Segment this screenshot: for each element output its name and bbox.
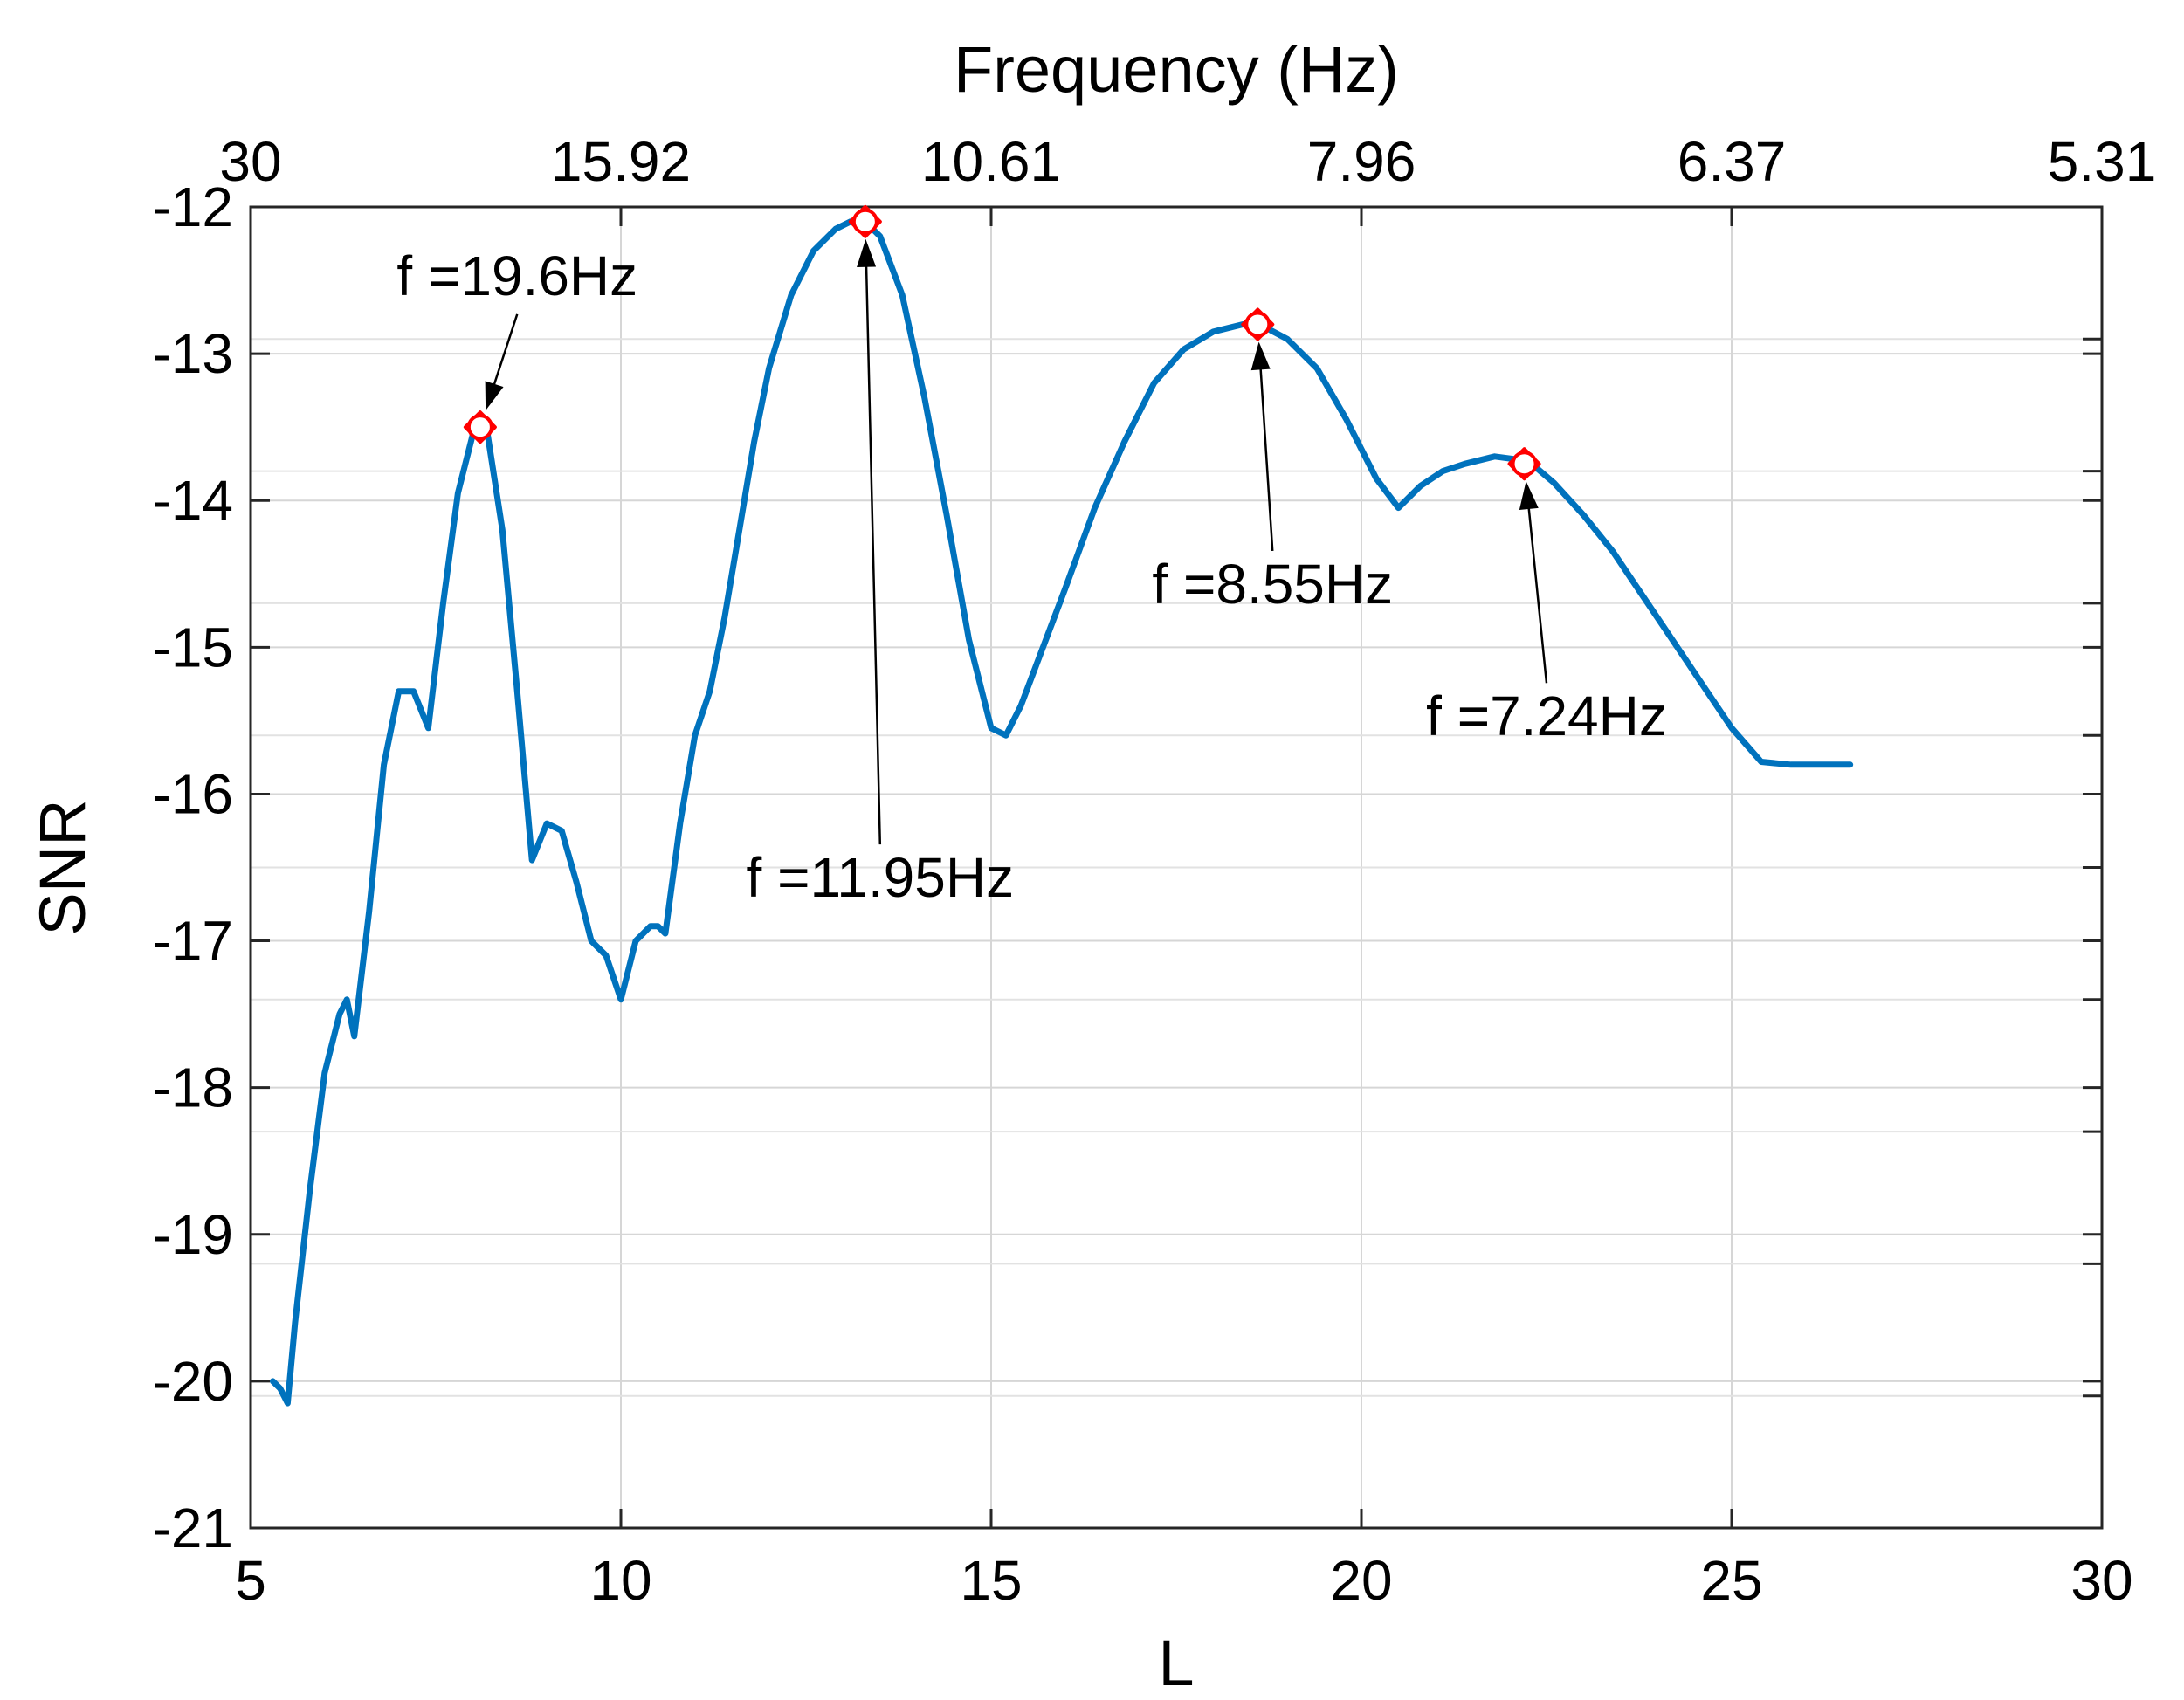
annotation-arrow: [865, 261, 882, 845]
annotation-arrowhead: [857, 238, 877, 268]
snr-series-line: [269, 218, 1854, 1407]
plot-area-frame: [249, 205, 2104, 1530]
annotation-label: f =7.24Hz: [1426, 685, 1667, 747]
top-tick-label: 15.92: [551, 130, 691, 193]
annotation-label: f =8.55Hz: [1152, 553, 1393, 616]
top-axis-label: Frequency (Hz): [954, 33, 1399, 106]
annotation-arrowhead: [485, 381, 504, 411]
x-tick-label: 25: [1700, 1549, 1762, 1612]
peak-marker-ring: [466, 414, 493, 441]
grid: [250, 206, 2103, 1529]
peak-marker-ring: [851, 208, 878, 235]
y-tick-label: -16: [153, 762, 234, 825]
x-axis-label: L: [1158, 1627, 1194, 1699]
annotation-arrow: [1259, 364, 1274, 551]
y-tick-label: -19: [153, 1203, 234, 1266]
y-tick-label: -13: [153, 322, 234, 385]
x-tick-label: 20: [1330, 1549, 1392, 1612]
y-axis-label: SNR: [26, 799, 99, 935]
annotation-arrow: [1526, 503, 1548, 684]
x-tick-label: 15: [960, 1549, 1022, 1612]
annotation-arrow: [492, 313, 519, 389]
y-tick-label: -21: [153, 1497, 234, 1559]
y-tick-label: -15: [153, 616, 234, 678]
annotation-label: f =19.6Hz: [396, 244, 637, 307]
annotation-arrowhead: [1519, 481, 1539, 511]
top-tick-label: 30: [219, 130, 281, 193]
top-tick-label: 5.31: [2048, 130, 2157, 193]
top-tick-label: 6.37: [1678, 130, 1787, 193]
peak-marker-ring: [1244, 311, 1271, 338]
y-tick-label: -20: [153, 1350, 234, 1413]
annotation-label: f =11.95Hz: [747, 846, 1015, 909]
annotation-arrowhead: [1250, 341, 1271, 371]
y-tick-label: -12: [153, 176, 234, 238]
series-layer: [269, 218, 1854, 1407]
x-tick-label: 30: [2070, 1549, 2132, 1612]
peak-marker-ring: [1511, 451, 1538, 478]
y-tick-label: -18: [153, 1056, 234, 1119]
y-tick-label: -14: [153, 469, 234, 532]
x-tick-label: 10: [589, 1549, 651, 1612]
x-tick-label: 5: [235, 1549, 266, 1612]
annotations: f =19.6Hz f =11.95Hz f =8.55Hz f =7.24Hz: [396, 204, 1667, 909]
tick-labels: 5 10 15 20 25 30 30 15.92 10.61 7.96 6.37 5.31 -21 -2…: [153, 130, 2157, 1612]
top-tick-label: 10.61: [921, 130, 1061, 193]
top-tick-label: 7.96: [1307, 130, 1416, 193]
y-tick-label: -17: [153, 910, 234, 973]
